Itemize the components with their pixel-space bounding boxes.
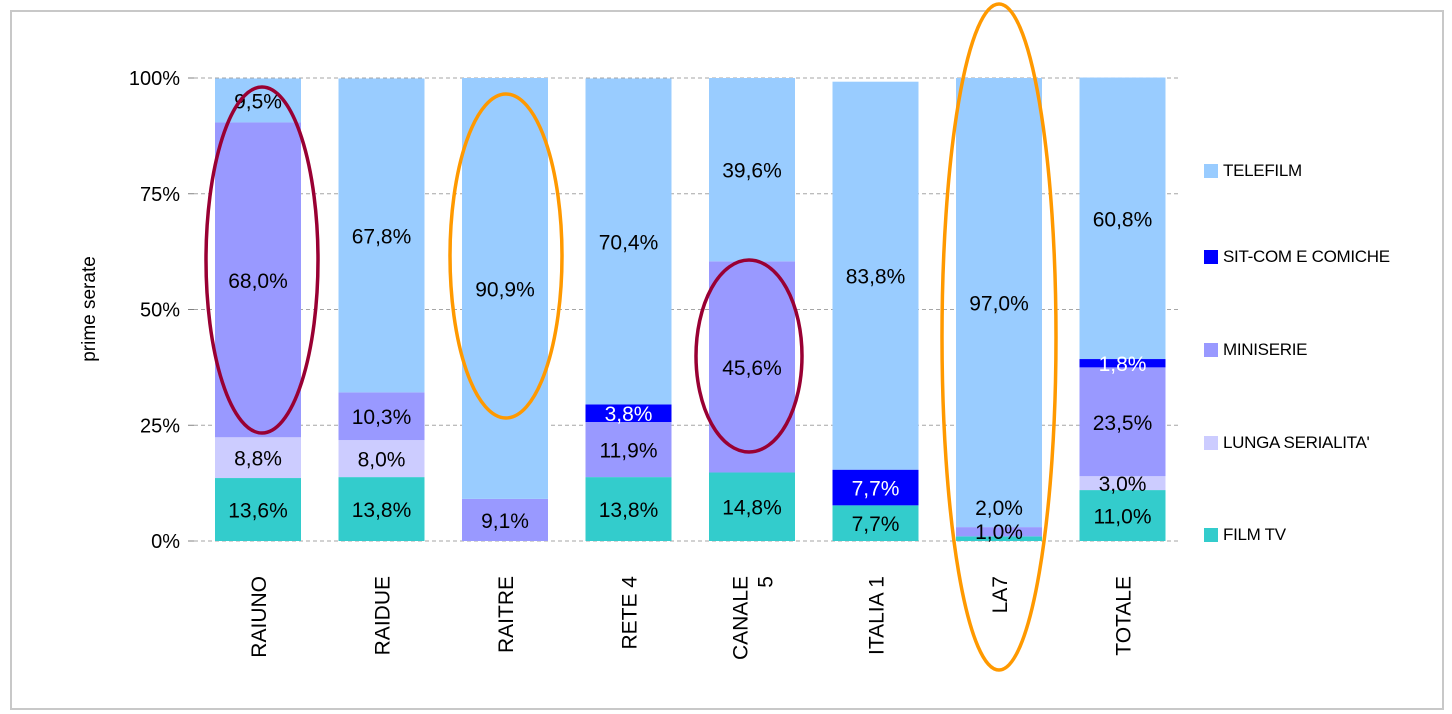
data-label: 7,7% [852, 513, 900, 536]
data-label: 60,8% [1093, 208, 1153, 231]
bar-segment [832, 505, 919, 541]
data-label: 8,0% [358, 449, 406, 472]
bar-segment [338, 392, 425, 441]
data-label: 9,1% [481, 510, 529, 533]
data-label: 23,5% [1093, 412, 1153, 435]
highlight-ellipse [940, 2, 1058, 672]
category-label: RAITRE [495, 576, 518, 653]
legend-label: LUNGA SERIALITA' [1223, 433, 1370, 452]
category-label: CANALE [730, 576, 753, 660]
data-label: 45,6% [722, 357, 782, 380]
y-axis-title: prime serate [79, 256, 100, 362]
category-label: TOTALE [1113, 576, 1136, 656]
bar-segment [585, 422, 672, 478]
bar-segment [709, 472, 795, 541]
legend-swatch [1204, 436, 1218, 450]
category-label-group: TOTALE [1113, 576, 1136, 656]
bar-segment [585, 477, 672, 541]
category-label-group: RAITRE [495, 576, 518, 653]
data-label: 70,4% [599, 231, 659, 254]
category-label-group: RAIDUE [372, 576, 395, 655]
data-label: 3,0% [1099, 473, 1147, 496]
bar-segment [215, 122, 301, 438]
bar-segment [1079, 490, 1166, 541]
bar-segment [338, 78, 425, 393]
data-label: 39,6% [722, 160, 782, 183]
data-label: 90,9% [475, 278, 535, 301]
data-label: 67,8% [352, 225, 412, 248]
category-label-group: RAIUNO [248, 576, 271, 658]
bar-segment [585, 78, 672, 405]
y-tick-label: 50% [140, 300, 180, 322]
data-label: 10,3% [352, 406, 412, 429]
highlight-ellipses [204, 2, 1058, 672]
legend-swatch [1204, 343, 1218, 357]
bar-segment [956, 527, 1042, 537]
category-label-group: LA7 [989, 576, 1012, 613]
y-axis-ticks: 0% 25% 50% 75% 100% [129, 68, 180, 553]
data-label: 68,0% [228, 270, 288, 293]
data-label: 14,8% [722, 497, 782, 520]
bar-segment [956, 536, 1042, 541]
bar-segment [1079, 77, 1166, 360]
data-label: 8,8% [234, 448, 282, 471]
data-labels: 13,6%8,8%68,0%9,5%13,8%8,0%10,3%67,8%9,1… [228, 90, 1152, 544]
data-label: 2,0% [975, 497, 1023, 520]
highlight-ellipse [694, 258, 804, 454]
y-tick-label: 25% [140, 415, 180, 437]
data-label: 7,7% [852, 478, 900, 501]
bar-segment [338, 477, 425, 541]
category-label-group: CANALE 5 [730, 576, 778, 660]
category-label-group: ITALIA 1 [866, 576, 889, 655]
category-label: 5 [755, 576, 778, 588]
data-label: 11,9% [600, 440, 658, 463]
y-tick-label: 75% [140, 184, 180, 206]
category-label: LA7 [989, 576, 1012, 613]
bar-segment [338, 440, 425, 478]
data-label: 83,8% [846, 266, 906, 289]
category-labels: RAIUNO RAIDUE RAITRE RETE 4 CANALE 5 ITALIA 1 L… [248, 576, 1136, 660]
bar-segment [462, 78, 548, 499]
bars [215, 77, 1166, 541]
y-tick-label: 0% [151, 531, 180, 553]
bar-segment [1079, 367, 1166, 477]
highlight-ellipse [204, 85, 320, 435]
bar-segment [709, 261, 795, 473]
data-label: 13,8% [352, 499, 412, 522]
bar-segment [215, 437, 301, 479]
data-label: 97,0% [969, 293, 1029, 316]
bar-segment [832, 81, 919, 470]
data-label: 3,8% [605, 403, 653, 426]
data-label: 1,8% [1099, 353, 1147, 376]
category-label-group: RETE 4 [619, 576, 642, 650]
data-label: 11,0% [1094, 506, 1152, 529]
category-label: RAIDUE [372, 576, 395, 655]
legend-swatch [1204, 528, 1218, 542]
legend-swatch [1204, 250, 1218, 264]
legend-swatch [1204, 164, 1218, 178]
category-label: RAIUNO [248, 576, 271, 658]
data-label: 1,0% [975, 521, 1023, 544]
legend-label: TELEFILM [1223, 161, 1302, 180]
data-label: 13,6% [228, 500, 288, 523]
y-tick-label: 100% [129, 68, 180, 90]
bar-segment [215, 478, 301, 541]
bar-segment [462, 498, 548, 541]
bar-segment [585, 404, 672, 423]
legend-label: SIT-COM E COMICHE [1223, 247, 1390, 266]
bar-segment [709, 78, 795, 262]
category-label: RETE 4 [619, 576, 642, 650]
legend-label: FILM TV [1223, 525, 1287, 544]
legend: TELEFILM SIT-COM E COMICHE MINISERIE LUNGA … [1204, 161, 1390, 544]
bar-segment [956, 78, 1042, 528]
legend-label: MINISERIE [1223, 340, 1307, 359]
bar-segment [1079, 476, 1166, 491]
bar-segment [832, 469, 919, 506]
category-label: ITALIA 1 [866, 576, 889, 655]
data-label: 13,8% [599, 499, 659, 522]
bar-segment [1079, 359, 1166, 368]
highlight-ellipse [448, 92, 564, 420]
